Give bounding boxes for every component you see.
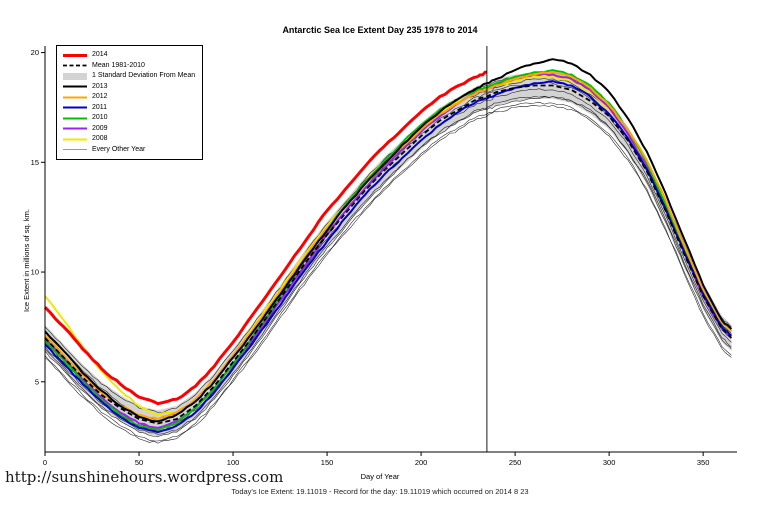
legend-item-2011: 2011 [62, 103, 195, 114]
x-tick-label: 250 [509, 458, 522, 467]
series-line-2013 [44, 58, 733, 423]
legend-label: 2013 [92, 82, 108, 90]
y-tick-label: 10 [31, 268, 39, 277]
x-axis-label: Day of Year [360, 472, 400, 481]
series-line-mean-1981-2010 [44, 84, 733, 425]
other-year-line-2 [44, 101, 732, 442]
x-tick-label: 50 [135, 458, 143, 467]
series-line-2014 [43, 70, 488, 406]
legend-swatch [63, 149, 87, 151]
legend-swatch [63, 72, 87, 80]
legend-item-1-standard-deviation-from-mean: 1 Standard Deviation From Mean [62, 71, 195, 82]
x-tick-label: 300 [603, 458, 616, 467]
x-tick-label: 150 [321, 458, 334, 467]
legend-item-2009: 2009 [62, 124, 195, 135]
legend-label: 2008 [92, 135, 108, 142]
legend-swatch [63, 138, 87, 141]
legend-label: Every Other Year [92, 145, 146, 153]
legend-label: 2009 [92, 124, 108, 132]
watermark-url: http://sunshinehours.wordpress.com [5, 468, 284, 486]
y-tick-label: 20 [31, 48, 39, 57]
legend-swatch [63, 96, 87, 99]
legend-label: Mean 1981-2010 [92, 61, 145, 69]
series-line-2012 [44, 71, 733, 421]
legend: 2014 Mean 1981-2010 1 Standard Deviation F… [56, 45, 204, 160]
legend-item-2008: 2008 [62, 134, 195, 145]
series-line-2011 [44, 80, 732, 434]
legend-item-2014: 2014 [62, 50, 195, 61]
legend-item-2013: 2013 [62, 82, 195, 93]
legend-swatch [63, 117, 87, 120]
legend-swatch [63, 106, 87, 109]
legend-label: 2011 [92, 103, 108, 111]
legend-swatch [63, 127, 87, 130]
legend-swatch [63, 53, 87, 57]
legend-label: 2010 [92, 114, 108, 121]
legend-item-2012: 2012 [62, 92, 195, 103]
series-line-2009 [44, 72, 733, 429]
legend-label: 2012 [92, 93, 108, 100]
footer-status: Today's Ice Extent: 19.11019 - Record fo… [231, 487, 529, 496]
other-year-line-5 [44, 105, 732, 444]
other-year-line-7 [44, 96, 732, 437]
legend-item-2010: 2010 [62, 113, 195, 124]
legend-label: 2014 [92, 51, 108, 58]
legend-label: 1 Standard Deviation From Mean [92, 72, 196, 79]
legend-item-mean-1981-2010: Mean 1981-2010 [62, 61, 195, 72]
x-tick-label: 350 [697, 458, 710, 467]
legend-item-every-other-year: Every Other Year [62, 145, 195, 156]
chart-title: Antarctic Sea Ice Extent Day 235 1978 to… [282, 25, 478, 35]
x-tick-label: 200 [415, 458, 428, 467]
legend-swatch [63, 85, 87, 88]
y-tick-label: 15 [31, 158, 39, 167]
x-tick-label: 0 [43, 458, 47, 467]
x-tick-label: 100 [227, 458, 240, 467]
legend-swatch [63, 64, 87, 67]
y-tick-label: 5 [35, 377, 39, 386]
